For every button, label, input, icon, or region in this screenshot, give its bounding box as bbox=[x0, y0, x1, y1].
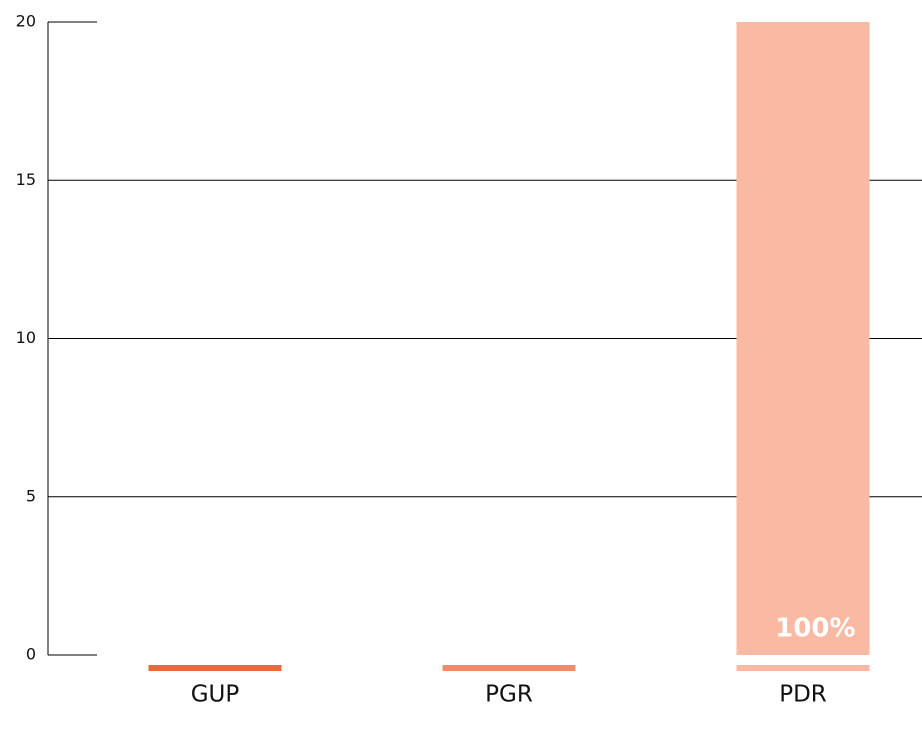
x-tick-label: GUP bbox=[191, 682, 240, 708]
y-tick-label: 0 bbox=[26, 645, 36, 664]
bar bbox=[736, 22, 870, 655]
y-tick-label: 15 bbox=[16, 170, 36, 189]
x-tick-label: PGR bbox=[485, 682, 533, 708]
category-swatch bbox=[148, 665, 282, 671]
y-tick-label: 5 bbox=[26, 486, 36, 505]
annotation: 100% bbox=[775, 614, 855, 644]
category-swatch bbox=[736, 665, 870, 671]
y-tick-label: 10 bbox=[16, 328, 36, 347]
category-swatch bbox=[442, 665, 576, 671]
y-tick-label: 20 bbox=[16, 12, 36, 31]
x-tick-label: PDR bbox=[779, 682, 827, 708]
